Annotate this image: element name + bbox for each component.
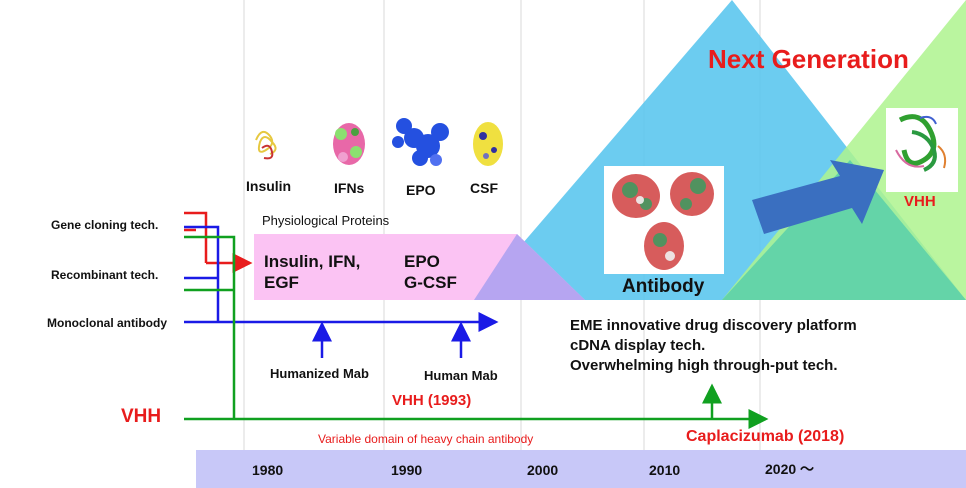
year-2010: 2010: [649, 462, 681, 478]
human-mab-label: Human Mab: [424, 368, 498, 383]
vhh-line: [184, 235, 769, 429]
ifn-structure-icon: [333, 123, 365, 165]
year-1990: 1990: [391, 462, 423, 478]
insulin-label: Insulin: [246, 178, 292, 194]
vhh-structure-label: VHH: [904, 193, 936, 210]
timeline-bar: [196, 450, 966, 488]
humanized-mab-label: Humanized Mab: [270, 366, 369, 381]
gene-cloning-label: Gene cloning tech.: [51, 218, 159, 232]
csf-structure-icon: [473, 122, 503, 166]
vhh-track-label: VHH: [121, 406, 162, 427]
antibody-structure-icon: [604, 166, 724, 274]
insulin-structure-icon: [255, 130, 277, 160]
physiological-right-line2: G-CSF: [404, 273, 457, 292]
vhh-1993-label: VHH (1993): [392, 392, 472, 409]
csf-label: CSF: [470, 180, 498, 196]
vhh-subtitle: Variable domain of heavy chain antibody: [318, 432, 534, 446]
monoclonal-label: Monoclonal antibody: [47, 316, 167, 330]
platform-line-1: EME innovative drug discovery platform: [570, 317, 857, 334]
progression-arrow-icon: [752, 160, 884, 234]
physiological-right-line1: EPO: [404, 252, 440, 271]
pink-blue-overlap: [474, 234, 585, 300]
year-1980: 1980: [252, 462, 284, 478]
year-2000: 2000: [527, 462, 559, 478]
epo-structure-icon: [392, 118, 449, 166]
caplacizumab-label: Caplacizumab (2018): [686, 428, 845, 445]
physiological-left-line1: Insulin, IFN,: [264, 252, 361, 271]
vhh-structure-icon: [886, 108, 958, 192]
platform-line-2: cDNA display tech.: [570, 337, 706, 354]
platform-line-3: Overwhelming high through-put tech.: [570, 357, 838, 374]
recombinant-label: Recombinant tech.: [51, 268, 159, 282]
overlap-band: [722, 160, 966, 300]
antibody-label: Antibody: [622, 276, 705, 297]
gene-cloning-line: [184, 211, 253, 273]
physiological-proteins-title: Physiological Proteins: [262, 213, 390, 228]
next-generation-title: Next Generation: [708, 44, 909, 74]
epo-label: EPO: [406, 182, 436, 198]
physiological-left-line2: EGF: [264, 273, 299, 292]
ifns-label: IFNs: [334, 180, 365, 196]
year-2020: 2020 〜: [765, 461, 815, 477]
